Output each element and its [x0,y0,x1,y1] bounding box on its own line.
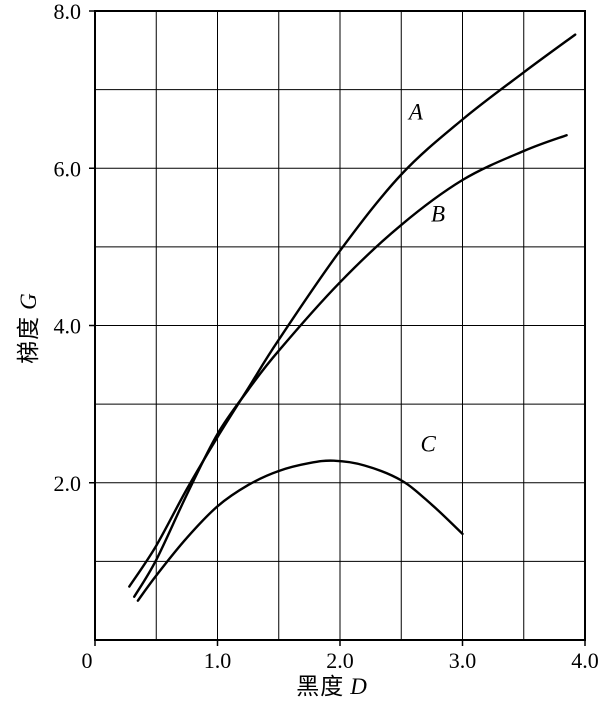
y-tick-label: 2.0 [54,471,82,496]
curve-label-B: B [431,202,445,227]
y-tick-label: 6.0 [54,156,82,181]
x-tick-label: 4.0 [571,648,599,673]
x-axis-variable: D [350,674,368,699]
curve-label-A: A [407,100,424,125]
curve-A [128,33,577,588]
x-axis-title: 黑度 D [296,667,368,701]
curve-B [133,134,568,598]
y-tick-label: 4.0 [54,314,82,339]
x-axis-title-text: 黑度 [296,674,345,699]
curve-C [136,459,464,602]
y-axis-variable: G [16,292,41,310]
x-tick-label: 2.0 [326,648,354,673]
x-tick-label: 3.0 [449,648,477,673]
y-axis-title: 梯度 G [9,292,43,364]
curve-label-C: C [421,431,437,456]
y-axis-title-text: 梯度 [16,315,41,364]
y-tick-label: 8.0 [54,0,82,24]
x-tick-label: 1.0 [204,648,232,673]
x-tick-label: 0 [82,648,93,673]
